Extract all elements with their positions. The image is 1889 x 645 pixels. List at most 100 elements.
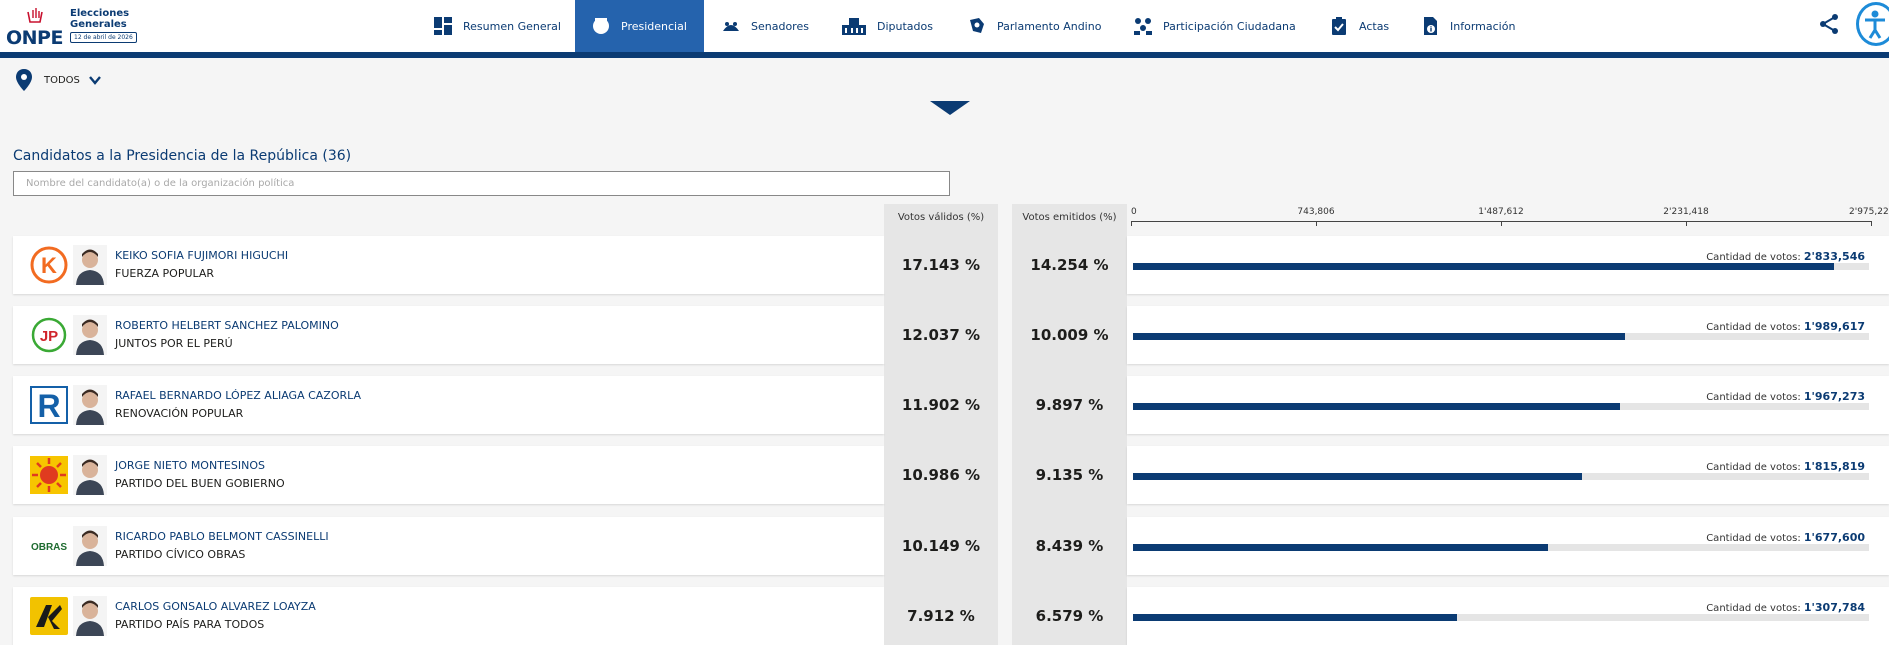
axis-tick-label: 2'975,225: [1849, 207, 1889, 217]
votes-count: 1'989,617: [1803, 320, 1865, 333]
votes-bar-track: [1133, 473, 1869, 480]
votes-bar: [1133, 403, 1620, 410]
candidate-photo: [73, 596, 107, 636]
votes-bar-track: [1133, 333, 1869, 340]
nav-label: Presidencial: [621, 19, 687, 33]
election-date-badge: 12 de abril de 2026: [70, 32, 137, 43]
candidate-count: (36): [322, 148, 352, 164]
votes-count: 1'677,600: [1803, 531, 1865, 544]
candidate-card: [13, 587, 884, 645]
andean-parliament-icon: [967, 16, 987, 36]
nav-label: Senadores: [751, 19, 809, 33]
votes-count: 1'967,273: [1803, 390, 1865, 403]
candidate-row[interactable]: OBRAS RICARDO PABLO BELMONT CASSINELLI P…: [13, 517, 1889, 575]
candidate-card: [13, 306, 884, 364]
candidate-name[interactable]: JORGE NIETO MONTESINOS: [115, 459, 265, 472]
votes-bar-track: [1133, 614, 1869, 621]
votes-prefix: Cantidad de votos:: [1706, 533, 1801, 544]
dashboard-icon: [433, 16, 453, 36]
top-navigation-bar: ONPE Elecciones Generales 12 de abril de…: [0, 0, 1889, 52]
header-divider: [0, 52, 1889, 58]
senate-icon: [721, 16, 741, 36]
svg-text:R: R: [37, 388, 60, 424]
candidate-photo: [73, 526, 107, 566]
candidate-row[interactable]: JORGE NIETO MONTESINOS PARTIDO DEL BUEN …: [13, 446, 1889, 504]
votes-count: 1'307,784: [1803, 601, 1865, 614]
votes-bar: [1133, 544, 1548, 551]
people-icon: [1133, 16, 1153, 36]
candidate-name[interactable]: RAFAEL BERNARDO LÓPEZ ALIAGA CAZORLA: [115, 389, 362, 402]
candidate-name[interactable]: KEIKO SOFIA FUJIMORI HIGUCHI: [115, 249, 289, 262]
nav-diputados[interactable]: Diputados: [841, 0, 933, 52]
votes-bar: [1133, 614, 1457, 621]
party-name: PARTIDO DEL BUEN GOBIERNO: [115, 477, 285, 490]
emitted-votes-pct: 10.009 %: [1012, 306, 1127, 364]
candidate-photo: [73, 385, 107, 425]
votes-count-label: Cantidad de votos: 1'815,819: [1706, 460, 1865, 473]
axis-tick: [1131, 221, 1132, 226]
presidential-seal-icon: [591, 16, 611, 36]
region-filter[interactable]: TODOS: [14, 68, 102, 92]
svg-text:K: K: [41, 253, 57, 278]
candidate-row[interactable]: K KEIKO SOFIA FUJIMORI HIGUCHI FUERZA PO…: [13, 236, 1889, 294]
candidate-row[interactable]: JP ROBERTO HELBERT SANCHEZ PALOMINO JUNT…: [13, 306, 1889, 364]
nav-actas[interactable]: Actas: [1329, 0, 1389, 52]
congress-building-icon: [841, 16, 867, 36]
svg-text:OBRAS: OBRAS: [31, 542, 67, 553]
fuerza-popular-logo-icon: K: [30, 246, 68, 284]
votes-prefix: Cantidad de votos:: [1706, 252, 1801, 263]
votes-count: 2'833,546: [1803, 250, 1865, 263]
candidate-name[interactable]: CARLOS GONSALO ALVAREZ LOAYZA: [115, 600, 316, 613]
party-name: FUERZA POPULAR: [115, 267, 215, 280]
candidate-name[interactable]: ROBERTO HELBERT SANCHEZ PALOMINO: [115, 319, 339, 332]
axis-tick-label: 2'231,418: [1663, 207, 1709, 217]
emitted-votes-pct: 8.439 %: [1012, 517, 1127, 575]
axis-tick-label: 743,806: [1297, 207, 1335, 217]
nav-senadores[interactable]: Senadores: [721, 0, 809, 52]
pais-para-todos-logo-icon: [30, 597, 68, 635]
votes-bar-track: [1133, 544, 1869, 551]
candidate-row[interactable]: CARLOS GONSALO ALVAREZ LOAYZA PARTIDO PA…: [13, 587, 1889, 645]
candidate-photo: [73, 455, 107, 495]
logo-title: Elecciones Generales: [70, 8, 130, 30]
emitted-votes-pct: 14.254 %: [1012, 236, 1127, 294]
votes-count-label: Cantidad de votos: 2'833,546: [1706, 250, 1865, 263]
logo-text: ONPE: [6, 27, 63, 49]
votes-prefix: Cantidad de votos:: [1706, 462, 1801, 473]
axis-tick: [1316, 221, 1317, 226]
nav-label: Diputados: [877, 19, 933, 33]
buen-gobierno-logo-icon: [30, 456, 68, 494]
section-title: Candidatos a la Presidencia de la Repúbl…: [13, 148, 351, 164]
valid-votes-header: Votos válidos (%): [897, 212, 985, 223]
candidate-search-input[interactable]: [13, 171, 950, 196]
onpe-logo[interactable]: ONPE Elecciones Generales 12 de abril de…: [4, 4, 137, 49]
emitted-votes-pct: 9.897 %: [1012, 376, 1127, 434]
nav-informacion[interactable]: Información: [1420, 0, 1515, 52]
candidate-card: [13, 446, 884, 504]
accessibility-icon[interactable]: [1856, 2, 1889, 46]
collapse-arrow-icon[interactable]: [930, 101, 970, 115]
share-icon[interactable]: [1818, 13, 1840, 35]
votes-count-label: Cantidad de votos: 1'307,784: [1706, 601, 1865, 614]
nav-label: Actas: [1359, 19, 1390, 33]
emitted-votes-header: Votos emitidos (%): [1022, 212, 1117, 223]
nav-label: Parlamento Andino: [997, 19, 1102, 33]
nav-participacion-ciudadana[interactable]: Participación Ciudadana: [1133, 0, 1296, 52]
nav-label: Resumen General: [463, 19, 561, 33]
axis-tick: [1501, 221, 1502, 226]
party-name: PARTIDO CÍVICO OBRAS: [115, 548, 246, 561]
axis-tick: [1686, 221, 1687, 226]
candidate-row[interactable]: R RAFAEL BERNARDO LÓPEZ ALIAGA CAZORLA R…: [13, 376, 1889, 434]
nav-resumen-general[interactable]: Resumen General: [433, 0, 561, 52]
votes-prefix: Cantidad de votos:: [1706, 603, 1801, 614]
candidate-card: [13, 517, 884, 575]
juntos-por-el-peru-logo-icon: JP: [30, 316, 68, 354]
candidate-name[interactable]: RICARDO PABLO BELMONT CASSINELLI: [115, 530, 329, 543]
nav-presidencial[interactable]: Presidencial: [575, 0, 704, 52]
axis-tick-label: 1'487,612: [1478, 207, 1524, 217]
document-info-icon: [1420, 16, 1440, 36]
svg-text:JP: JP: [40, 328, 58, 345]
nav-parlamento-andino[interactable]: Parlamento Andino: [967, 0, 1101, 52]
votes-count-label: Cantidad de votos: 1'989,617: [1706, 320, 1865, 333]
civico-obras-logo-icon: OBRAS: [30, 527, 68, 565]
